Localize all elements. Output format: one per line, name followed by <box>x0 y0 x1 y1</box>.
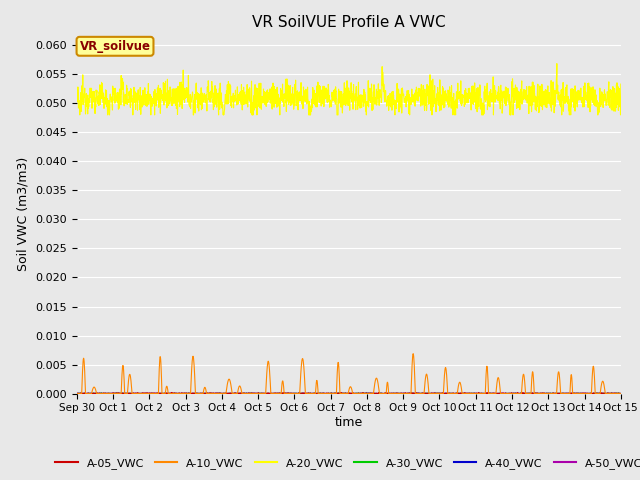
A-10_VWC <box>602 391 609 396</box>
A-05_VWC <box>73 391 81 396</box>
A-30_VWC <box>602 391 609 396</box>
A-50_VWC <box>323 391 331 396</box>
A-30_VWC <box>502 391 509 396</box>
A-10_VWC <box>601 389 609 395</box>
A-30_VWC <box>100 391 108 396</box>
Line: A-30_VWC: A-30_VWC <box>77 393 621 394</box>
Title: VR SoilVUE Profile A VWC: VR SoilVUE Profile A VWC <box>252 15 445 30</box>
Line: A-40_VWC: A-40_VWC <box>77 393 621 394</box>
A-50_VWC <box>100 391 108 396</box>
A-20_VWC <box>617 81 625 87</box>
A-20_VWC <box>323 98 331 104</box>
A-10_VWC <box>73 391 81 396</box>
Line: A-10_VWC: A-10_VWC <box>77 354 621 394</box>
A-20_VWC <box>101 101 109 107</box>
A-40_VWC <box>287 391 294 396</box>
A-20_VWC <box>602 91 609 97</box>
A-10_VWC <box>100 391 108 396</box>
A-30_VWC <box>617 391 625 396</box>
Line: A-20_VWC: A-20_VWC <box>77 64 621 115</box>
A-50_VWC <box>73 390 81 396</box>
A-40_VWC <box>363 390 371 396</box>
A-20_VWC <box>602 96 609 102</box>
A-50_VWC <box>602 391 609 396</box>
A-30_VWC <box>189 391 196 396</box>
Legend: A-05_VWC, A-10_VWC, A-20_VWC, A-30_VWC, A-40_VWC, A-50_VWC: A-05_VWC, A-10_VWC, A-20_VWC, A-30_VWC, … <box>51 453 640 473</box>
A-40_VWC <box>502 390 509 396</box>
A-20_VWC <box>73 96 81 102</box>
A-50_VWC <box>602 391 609 396</box>
A-40_VWC <box>73 391 81 396</box>
A-05_VWC <box>375 390 383 396</box>
Y-axis label: Soil VWC (m3/m3): Soil VWC (m3/m3) <box>17 156 30 271</box>
A-20_VWC <box>502 85 509 91</box>
Line: A-05_VWC: A-05_VWC <box>77 393 621 394</box>
A-10_VWC <box>410 351 417 357</box>
A-05_VWC <box>323 390 331 396</box>
A-30_VWC <box>324 391 332 396</box>
A-50_VWC <box>502 391 509 396</box>
Text: VR_soilvue: VR_soilvue <box>79 40 150 53</box>
A-50_VWC <box>386 391 394 396</box>
X-axis label: time: time <box>335 416 363 429</box>
A-10_VWC <box>617 391 625 396</box>
A-10_VWC <box>337 391 345 396</box>
A-50_VWC <box>617 391 625 396</box>
A-05_VWC <box>337 391 345 396</box>
A-50_VWC <box>337 391 345 396</box>
A-30_VWC <box>113 390 120 396</box>
A-40_VWC <box>617 391 625 396</box>
A-30_VWC <box>602 391 609 396</box>
A-05_VWC <box>100 390 108 396</box>
A-05_VWC <box>502 390 509 396</box>
A-40_VWC <box>100 391 108 396</box>
A-05_VWC <box>568 391 576 396</box>
Line: A-50_VWC: A-50_VWC <box>77 393 621 394</box>
A-10_VWC <box>323 391 331 396</box>
A-40_VWC <box>338 391 346 396</box>
A-05_VWC <box>602 390 609 396</box>
A-20_VWC <box>338 89 346 95</box>
A-30_VWC <box>338 391 346 396</box>
A-05_VWC <box>602 390 609 396</box>
A-40_VWC <box>602 391 609 396</box>
A-30_VWC <box>73 391 81 396</box>
A-40_VWC <box>602 391 609 396</box>
A-50_VWC <box>497 390 505 396</box>
A-05_VWC <box>617 391 625 396</box>
A-20_VWC <box>553 61 561 67</box>
A-20_VWC <box>76 112 84 118</box>
A-10_VWC <box>502 391 509 396</box>
A-40_VWC <box>323 391 331 396</box>
